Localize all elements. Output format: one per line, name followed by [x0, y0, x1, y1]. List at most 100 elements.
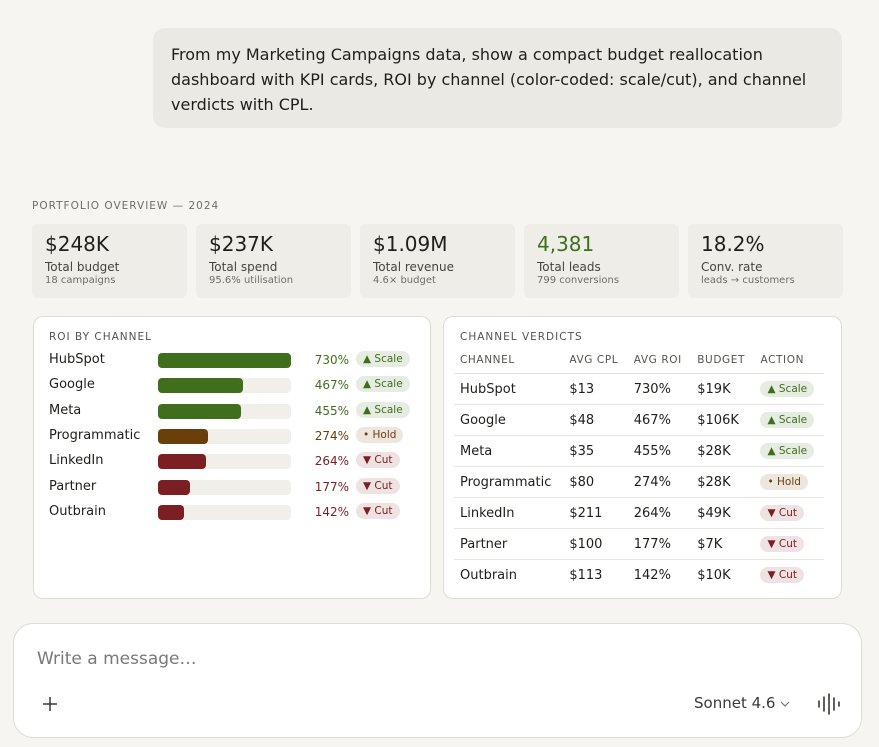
action-badge: ▼ Cut — [356, 477, 400, 494]
column-header: AVG CPL — [563, 347, 628, 374]
category-label: Meta — [49, 402, 82, 418]
cell: $35 — [563, 435, 628, 467]
cell: ▼ Cut — [754, 497, 824, 529]
add-button[interactable] — [40, 694, 60, 714]
bar-track — [158, 479, 291, 495]
cell: 177% — [627, 528, 692, 560]
value-label: 455% — [314, 403, 349, 418]
bar-track — [158, 378, 291, 394]
bar-track — [158, 454, 291, 470]
model-selector[interactable]: Sonnet 4.6 — [694, 694, 776, 712]
kpi-value: 18.2% — [701, 232, 765, 256]
cell: ▼ Cut — [754, 560, 824, 591]
bar-track — [158, 504, 291, 520]
bar-track — [158, 353, 291, 368]
roi-row: Programmatic 274% • Hold — [49, 426, 419, 446]
action-badge: ▲ Scale — [760, 412, 815, 428]
cell: ▼ Cut — [754, 528, 824, 560]
action-badge: ▲ Scale — [356, 376, 410, 393]
cell: $28K — [691, 435, 755, 467]
category-label: Google — [49, 377, 95, 393]
user-message: From my Marketing Campaigns data, show a… — [153, 28, 842, 128]
model-chevron[interactable] — [779, 699, 791, 709]
kpi-label: Conv. rate — [701, 260, 763, 274]
roi-row: Meta 455% ▲ Scale — [49, 401, 419, 421]
kpi-label: Total spend — [209, 260, 278, 274]
cell: Programmatic — [454, 466, 564, 498]
kpi-card: $237K Total spend 95.6% utilisation — [196, 224, 351, 298]
action-badge: ▼ Cut — [356, 502, 400, 519]
column-header: ACTION — [754, 347, 824, 374]
value-label: 264% — [314, 454, 349, 469]
kpi-label: Total leads — [537, 260, 601, 274]
bar-track — [158, 428, 291, 444]
cell: 467% — [627, 404, 692, 436]
roi-row: Partner 177% ▼ Cut — [49, 477, 419, 497]
cell: Partner — [454, 528, 564, 560]
action-badge: ▲ Scale — [356, 351, 410, 367]
cell: $13 — [563, 373, 628, 405]
bar — [158, 479, 191, 495]
category-label: Programmatic — [49, 427, 141, 443]
action-badge: ▼ Cut — [356, 452, 400, 469]
roi-title: ROI BY CHANNEL — [49, 331, 152, 343]
bar — [158, 504, 184, 520]
message-input[interactable]: Write a message… — [37, 649, 197, 669]
cell: 142% — [633, 567, 671, 583]
action-badge: ▼ Cut — [760, 505, 805, 521]
bar — [158, 378, 244, 394]
kpi-value: $248K — [45, 232, 110, 256]
table-row: HubSpot $13 730% $19K ▲ Scale — [454, 373, 824, 405]
cell: $106K — [691, 404, 755, 436]
category-label: LinkedIn — [49, 453, 104, 469]
roi-row: HubSpot 730% ▲ Scale — [49, 350, 419, 370]
cell: ▲ Scale — [754, 373, 824, 405]
cell: $28K — [691, 466, 755, 498]
cell: Meta — [454, 435, 564, 467]
verdicts-title: CHANNEL VERDICTS — [460, 331, 583, 343]
roi-row: LinkedIn 264% ▼ Cut — [49, 451, 419, 471]
table-row: Programmatic $80 274% $28K • Hold — [454, 466, 824, 498]
kpi-card: $248K Total budget 18 campaigns — [32, 224, 187, 298]
table-row: LinkedIn $211 264% $49K ▼ Cut — [454, 497, 824, 529]
cell: ▲ Scale — [754, 404, 824, 436]
cell: $100 — [563, 528, 628, 560]
table-row: Google $48 467% $106K ▲ Scale — [454, 404, 824, 436]
cell: 264% — [627, 497, 692, 529]
roi-panel: ROI BY CHANNEL HubSpot 730% ▲ Scale Google 4… — [33, 316, 431, 599]
bar — [158, 403, 241, 419]
cell: $7K — [691, 528, 755, 560]
bar — [158, 428, 208, 444]
kpi-value: 4,381 — [537, 232, 595, 256]
column-header: AVG ROI — [627, 347, 692, 374]
action-badge: • Hold — [356, 426, 404, 443]
action-badge: ▲ Scale — [760, 443, 815, 459]
kpi-label: Total revenue — [373, 260, 454, 274]
action-badge: ▼ Cut — [760, 536, 805, 552]
voice-button[interactable] — [816, 692, 842, 716]
value-label: 730% — [314, 353, 349, 367]
value-label: 467% — [314, 378, 349, 393]
bar — [158, 454, 207, 470]
kpi-card: 18.2% Conv. rate leads → customers — [688, 224, 843, 298]
cell: $113 — [569, 567, 603, 583]
kpi-label: Total budget — [45, 260, 120, 274]
kpi-value: $1.09M — [373, 232, 448, 256]
cell: ▲ Scale — [754, 435, 824, 467]
cell: Google — [454, 404, 564, 436]
cell: HubSpot — [454, 373, 564, 405]
kpi-sub: 4.6× budget — [373, 275, 436, 286]
verdicts-table: CHANNEL AVG CPL AVG ROI BUDGET ACTION HubSpot… — [454, 347, 824, 590]
action-badge: ▲ Scale — [760, 381, 815, 397]
cell: LinkedIn — [454, 497, 564, 529]
value-label: 177% — [314, 479, 349, 494]
bar — [158, 353, 291, 368]
action-badge: ▲ Scale — [356, 401, 410, 418]
kpi-sub: 95.6% utilisation — [209, 275, 294, 286]
cell: $19K — [691, 373, 755, 405]
kpi-sub: leads → customers — [701, 275, 795, 286]
table-row: Outbrain $113 142% $10K ▼ Cut — [454, 560, 824, 591]
composer: Write a message… Sonnet 4.6 — [13, 623, 862, 738]
action-badge: • Hold — [760, 474, 808, 490]
